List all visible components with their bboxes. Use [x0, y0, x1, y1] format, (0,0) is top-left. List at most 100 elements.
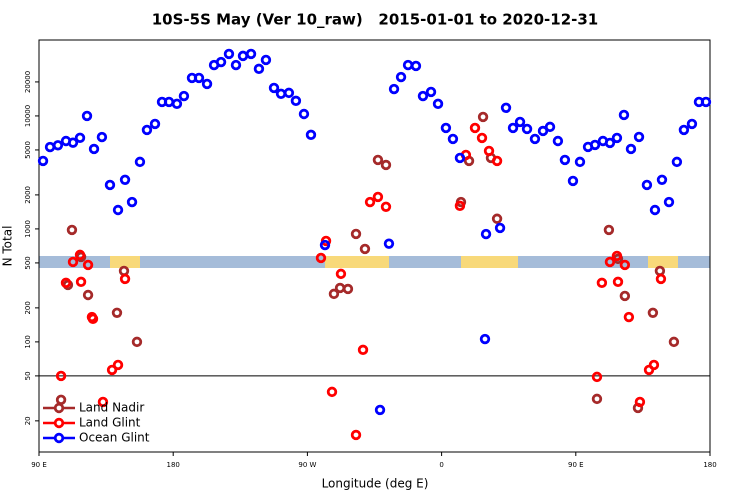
land-patch	[325, 256, 389, 268]
point	[623, 311, 635, 323]
point	[350, 429, 362, 441]
point	[402, 59, 414, 71]
y-tick-label: 5000	[24, 141, 32, 159]
point	[290, 95, 302, 107]
point	[619, 290, 631, 302]
y-tick-label: 100	[24, 335, 32, 348]
y-tick-label: 10000	[24, 105, 32, 127]
point	[494, 222, 506, 234]
point	[67, 256, 79, 268]
point	[491, 155, 503, 167]
point	[529, 133, 541, 145]
chart-title: 10S-5S May (Ver 10_raw) 2015-01-01 to 20…	[152, 11, 598, 29]
point	[245, 48, 257, 60]
point	[118, 265, 130, 277]
point	[334, 282, 346, 294]
point	[350, 228, 362, 240]
point	[663, 196, 675, 208]
point	[67, 137, 79, 148]
point	[649, 204, 661, 216]
point	[82, 259, 94, 271]
x-tick-label: 90 E	[568, 461, 584, 469]
point	[230, 59, 242, 71]
point	[171, 98, 183, 110]
point	[326, 386, 338, 398]
legend-label: Ocean Glint	[79, 431, 150, 445]
point	[111, 307, 123, 318]
point	[298, 108, 310, 120]
point	[612, 276, 624, 288]
point	[700, 96, 712, 108]
point	[112, 204, 124, 216]
point	[567, 175, 579, 187]
point	[359, 243, 371, 255]
point	[544, 121, 556, 133]
legend-marker	[53, 432, 65, 444]
point	[618, 109, 630, 121]
point	[319, 239, 331, 251]
point	[60, 277, 72, 289]
point	[149, 118, 161, 130]
point	[372, 191, 384, 203]
point	[201, 78, 213, 90]
point	[75, 276, 87, 288]
point	[454, 200, 466, 212]
point	[119, 273, 131, 285]
point	[611, 250, 623, 262]
point	[604, 137, 616, 149]
point	[223, 48, 235, 60]
point	[410, 60, 422, 72]
point	[87, 313, 99, 325]
point	[52, 140, 64, 151]
x-tick-label: 90 E	[31, 461, 47, 469]
y-tick-label: 50	[24, 371, 32, 380]
point	[55, 370, 67, 382]
point	[74, 132, 86, 144]
point	[634, 396, 646, 408]
x-axis-label: Longitude (deg E)	[322, 477, 429, 491]
point	[315, 252, 327, 264]
point	[668, 336, 680, 348]
point	[55, 394, 67, 406]
point	[447, 133, 459, 145]
legend-label: Land Nadir	[79, 401, 144, 415]
land-patch	[648, 256, 678, 268]
point	[260, 54, 272, 66]
point	[44, 141, 56, 153]
point	[625, 143, 637, 155]
point	[483, 145, 495, 157]
point	[417, 90, 429, 102]
land-patch	[110, 256, 140, 268]
point	[476, 132, 488, 144]
point	[364, 196, 376, 208]
point	[96, 131, 108, 143]
point	[134, 156, 146, 168]
point	[131, 336, 143, 348]
map-strip	[39, 256, 710, 268]
point	[178, 90, 190, 102]
point	[380, 159, 392, 171]
point	[74, 249, 86, 261]
point	[81, 110, 93, 122]
point	[335, 268, 347, 280]
y-tick-label: 20	[24, 416, 32, 425]
land-patch	[461, 256, 518, 268]
x-tick-label: 180	[703, 461, 716, 469]
point	[521, 123, 533, 135]
y-tick-label: 2000	[24, 186, 32, 204]
point	[383, 238, 395, 249]
point	[619, 259, 631, 271]
point	[215, 56, 227, 68]
point	[372, 154, 384, 166]
point	[591, 393, 603, 405]
point	[193, 72, 205, 84]
point	[432, 98, 444, 110]
point	[97, 396, 109, 408]
point	[647, 307, 659, 318]
point	[678, 124, 690, 136]
point	[500, 102, 512, 114]
y-tick-label: 20000	[24, 71, 32, 93]
point	[237, 50, 249, 62]
point	[66, 224, 78, 236]
